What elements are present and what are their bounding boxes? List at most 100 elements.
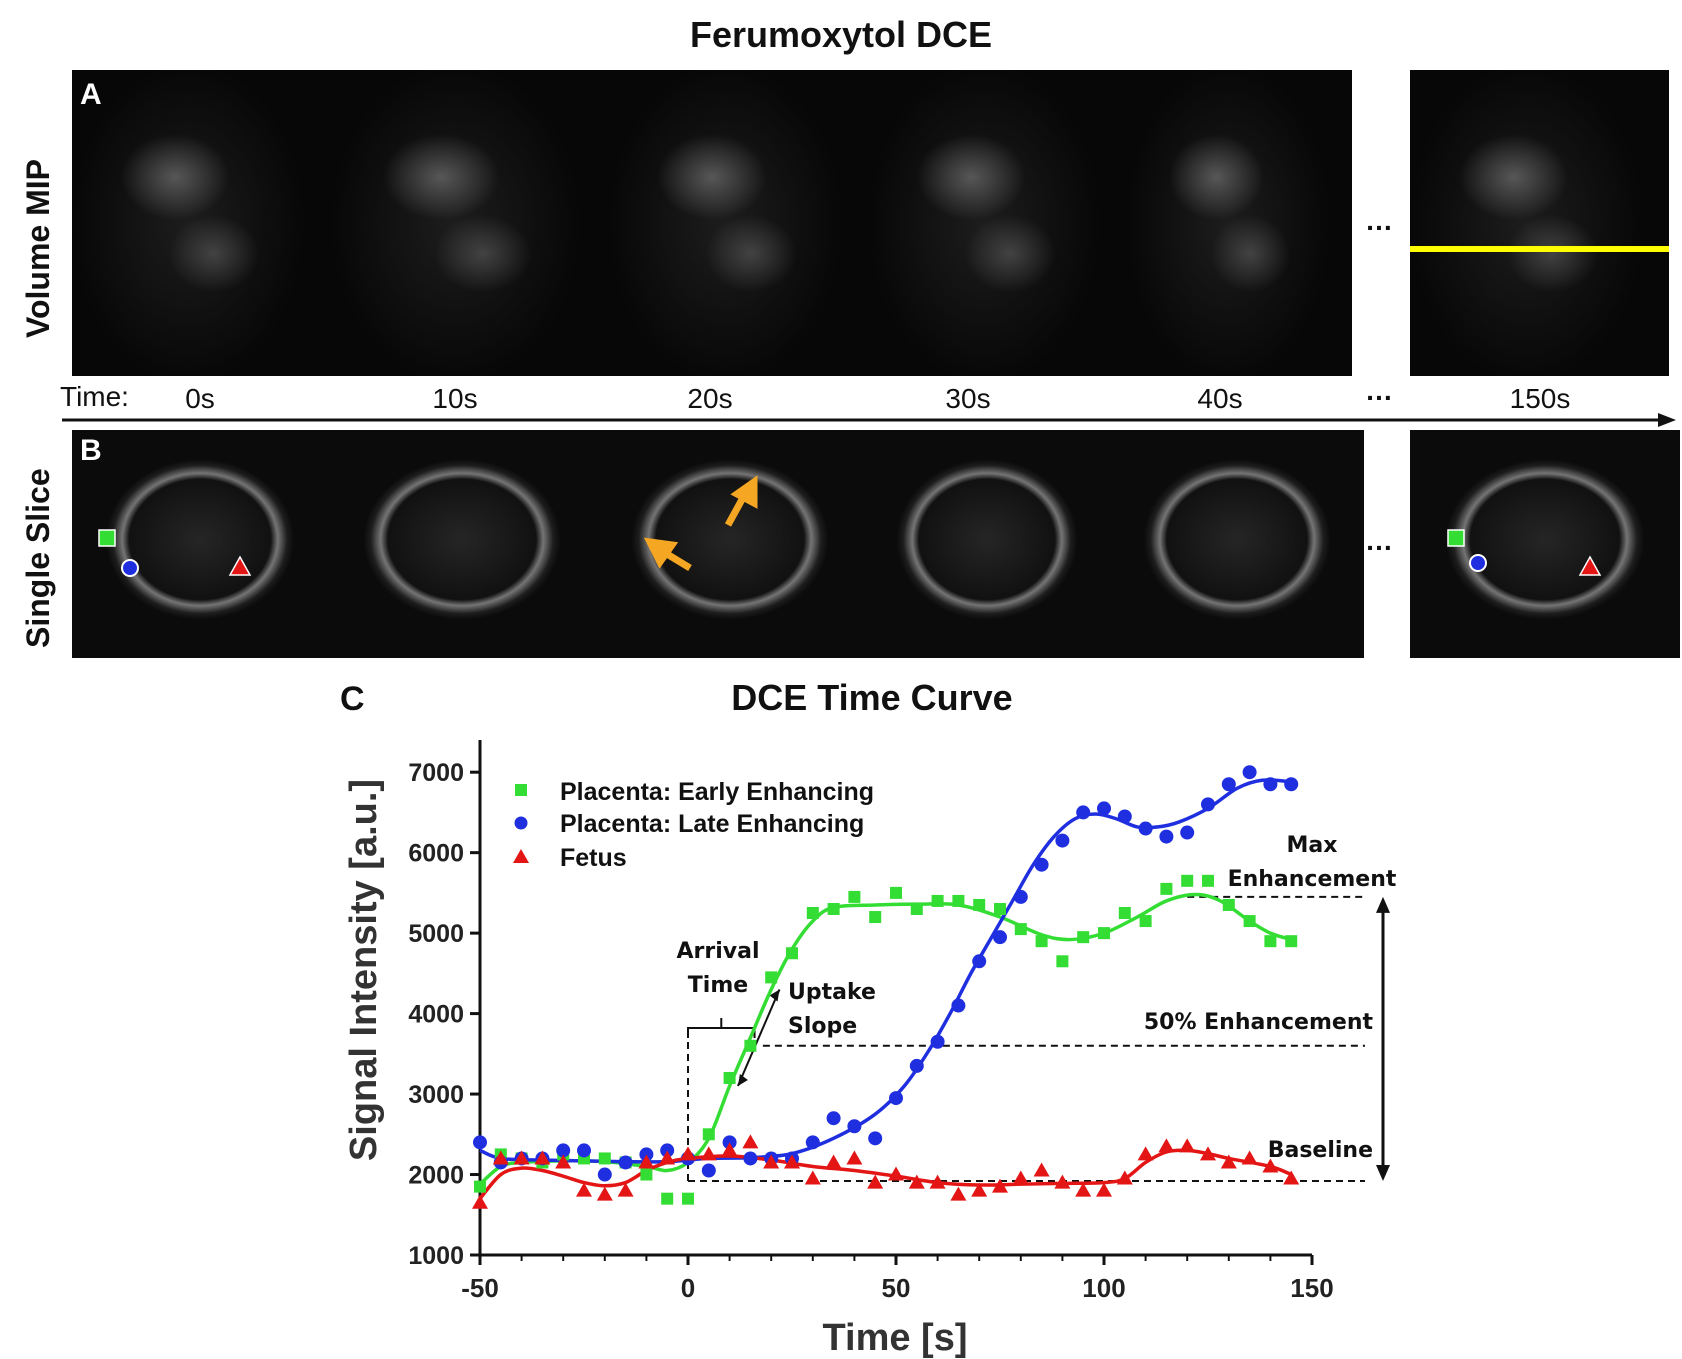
- point-early: [848, 890, 861, 903]
- point-early: [1014, 923, 1027, 936]
- annotations: Arrival Time Uptake Slope Max Enhancemen…: [677, 833, 1397, 1163]
- mip-tile-40s: [1126, 70, 1352, 376]
- point-fetus: [1220, 1154, 1237, 1169]
- annotation-max-line1: Max: [1287, 833, 1338, 858]
- point-early: [723, 1071, 736, 1084]
- point-early: [806, 907, 819, 920]
- annotation-baseline: Baseline: [1268, 1138, 1373, 1163]
- time-label-0s: 0s: [185, 383, 215, 414]
- point-fetus: [1137, 1146, 1154, 1161]
- point-fetus: [971, 1182, 988, 1197]
- panel-label-b: B: [80, 434, 102, 467]
- figure-title: Ferumoxytol DCE: [689, 14, 993, 55]
- point-fetus: [1012, 1170, 1029, 1185]
- point-late: [1076, 805, 1091, 820]
- point-early: [1139, 915, 1152, 928]
- uptake-arrow-head-top: [769, 989, 780, 1002]
- enhancement-arrow-head-top: [1376, 896, 1390, 913]
- slice-position-line: [1410, 246, 1669, 252]
- ellipsis-row-b: …: [1365, 525, 1393, 556]
- mip-tile-30s: [868, 70, 1126, 376]
- annotation-uptake-line2: Slope: [788, 1014, 857, 1039]
- panel-label-a: A: [80, 78, 102, 111]
- x-tick-label: 0: [681, 1273, 695, 1303]
- point-fetus: [1283, 1170, 1300, 1185]
- enhancement-arrow-2: [724, 475, 758, 527]
- point-fetus: [721, 1142, 738, 1157]
- point-late: [577, 1143, 591, 1158]
- point-early: [598, 1152, 611, 1165]
- arrival-time-bracket: [687, 1018, 756, 1038]
- point-fetus: [555, 1154, 572, 1169]
- point-late: [972, 954, 987, 969]
- point-fetus: [617, 1182, 634, 1197]
- roi-marker-early-placenta: [98, 529, 116, 547]
- point-early: [1035, 935, 1048, 948]
- slice-tile-20s: [596, 430, 864, 658]
- point-early: [1264, 935, 1277, 948]
- point-early: [827, 902, 840, 915]
- slice-tile-10s: [328, 430, 596, 658]
- point-fetus: [700, 1146, 717, 1161]
- roi-marker-fetus-150s: [1578, 555, 1602, 576]
- fit-line-late: [479, 778, 1292, 1164]
- point-late: [826, 1111, 841, 1126]
- point-early: [640, 1168, 653, 1181]
- point-early: [910, 902, 923, 915]
- point-early: [1222, 898, 1235, 911]
- point-late: [847, 1119, 862, 1134]
- point-early: [890, 886, 902, 899]
- roi-marker-late-placenta: [121, 559, 139, 577]
- point-late: [993, 930, 1007, 945]
- point-late: [618, 1155, 633, 1170]
- point-early: [1285, 935, 1298, 948]
- point-early: [952, 894, 965, 907]
- legend-label-fetus: Fetus: [560, 844, 627, 872]
- mip-tile-0s: [72, 70, 330, 376]
- legend-marker-late: [514, 816, 528, 830]
- point-fetus: [659, 1150, 676, 1165]
- point-fetus: [1033, 1162, 1050, 1177]
- point-fetus: [784, 1154, 800, 1169]
- legend-label-early: Placenta: Early Enhancing: [560, 778, 874, 806]
- point-fetus: [992, 1178, 1008, 1193]
- point-early: [661, 1192, 674, 1205]
- point-late: [951, 998, 966, 1013]
- annotation-max-line2: Enhancement: [1228, 867, 1397, 892]
- point-early: [682, 1192, 694, 1205]
- legend-marker-early: [515, 784, 527, 796]
- point-fetus: [929, 1174, 946, 1189]
- point-fetus: [804, 1170, 821, 1185]
- point-late: [930, 1034, 945, 1049]
- point-fetus: [763, 1154, 780, 1169]
- point-early: [869, 911, 882, 924]
- point-late: [1013, 889, 1028, 904]
- annotation-uptake-line1: Uptake: [788, 980, 876, 1005]
- point-late: [1055, 833, 1070, 848]
- y-tick-label: 1000: [408, 1242, 464, 1270]
- point-fetus: [513, 1150, 530, 1165]
- point-fetus: [908, 1174, 925, 1189]
- y-tick-label: 2000: [408, 1162, 464, 1190]
- x-axis-title: Time [s]: [822, 1317, 967, 1359]
- slice-tile-40s: [1110, 430, 1364, 658]
- time-label-20s: 20s: [687, 383, 733, 414]
- point-fetus: [1179, 1138, 1196, 1153]
- point-fetus: [576, 1182, 592, 1197]
- point-fetus: [1158, 1138, 1175, 1153]
- ellipsis-time: …: [1365, 375, 1393, 406]
- point-late: [909, 1058, 924, 1073]
- point-early: [474, 1180, 486, 1193]
- point-early: [1160, 882, 1173, 895]
- point-fetus: [1054, 1174, 1071, 1189]
- slice-tile-30s: [864, 430, 1110, 658]
- point-late: [1284, 777, 1299, 792]
- legend-label-late: Placenta: Late Enhancing: [560, 810, 864, 838]
- point-late: [1117, 809, 1132, 824]
- point-fetus: [742, 1134, 759, 1149]
- y-axis-title: Signal Intensity [a.u.]: [343, 779, 385, 1161]
- legend-marker-fetus: [513, 849, 529, 863]
- y-tick-label: 5000: [408, 920, 464, 948]
- point-late: [473, 1135, 487, 1150]
- point-early: [994, 902, 1006, 915]
